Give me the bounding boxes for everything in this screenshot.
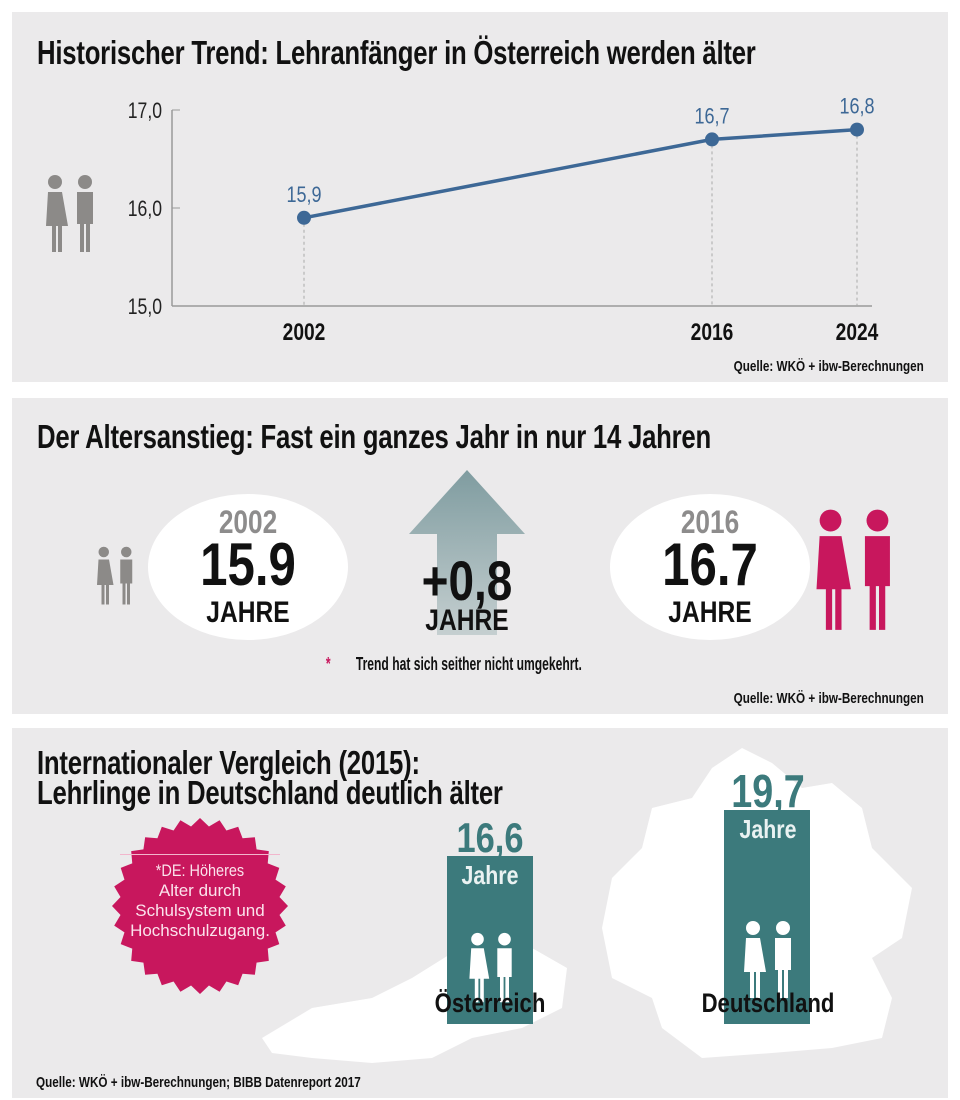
y-tick-label: 15,0 xyxy=(128,295,162,319)
germany-bar xyxy=(724,810,810,1024)
badge-line-3: Schulsystem und xyxy=(135,901,265,920)
trend-line xyxy=(303,127,858,220)
austria-bar xyxy=(447,856,533,1024)
comparison-panel: Internationaler Vergleich (2015): Lehrli… xyxy=(12,728,948,1098)
comparison-title-1: Internationaler Vergleich (2015): xyxy=(37,744,420,781)
trend-title: Historischer Trend: Lehranfänger in Öste… xyxy=(37,34,756,71)
year-2002: 2002 xyxy=(218,504,278,540)
increase-unit: JAHRE xyxy=(425,604,509,637)
data-point xyxy=(297,210,311,225)
line-chart: 17,0 16,0 15,0 15,9 2002 16,7 2016 16,8 2024 xyxy=(128,95,879,346)
germany-label: Deutschland xyxy=(701,988,835,1018)
data-label: 16,7 xyxy=(694,105,729,129)
data-point xyxy=(705,132,719,147)
badge-burst-shape xyxy=(112,818,288,994)
unit-2016: JAHRE xyxy=(668,596,752,629)
people-pink-icon xyxy=(796,508,912,633)
x-tick-label: 2016 xyxy=(691,318,734,346)
data-point xyxy=(850,122,864,137)
increase-title: Der Altersanstieg: Fast ein ganzes Jahr … xyxy=(37,418,712,455)
y-tick-label: 16,0 xyxy=(128,197,162,221)
ellipse-2016 xyxy=(610,494,810,640)
footnote: * Trend hat sich seither nicht umgekehrt. xyxy=(325,654,582,674)
x-tick-label: 2024 xyxy=(836,318,879,346)
value-2002: 15.9 xyxy=(200,531,296,598)
badge-line-2: Alter durch xyxy=(158,881,242,900)
increase-panel: Der Altersanstieg: Fast ein ganzes Jahr … xyxy=(12,398,948,714)
value-2016: 16.7 xyxy=(662,531,758,598)
germany-unit: Jahre xyxy=(739,814,797,844)
germany-value: 19,7 xyxy=(731,765,805,817)
austria-label: Österreich xyxy=(434,988,546,1018)
note-badge xyxy=(112,818,288,994)
trend-panel: Historischer Trend: Lehranfänger in Öste… xyxy=(12,12,948,382)
austria-unit: Jahre xyxy=(461,860,519,890)
comparison-source: Quelle: WKÖ + ibw-Berechnungen; BIBB Dat… xyxy=(36,1074,361,1091)
badge-line-1: *DE: Höheres xyxy=(155,861,245,880)
unit-2002: JAHRE xyxy=(206,596,290,629)
austria-value: 16,6 xyxy=(456,814,524,861)
people-small-icon xyxy=(90,546,140,606)
trend-source: Quelle: WKÖ + ibw-Berechnungen xyxy=(733,358,924,375)
increase-value: +0,8 xyxy=(421,549,513,612)
comparison-title-2: Lehrlinge in Deutschland deutlich älter xyxy=(37,774,503,811)
increase-source: Quelle: WKÖ + ibw-Berechnungen xyxy=(733,690,924,707)
data-label: 15,9 xyxy=(286,183,321,207)
badge-line-4: Hochschulzugang. xyxy=(130,921,270,940)
data-label: 16,8 xyxy=(839,95,874,119)
up-arrow-icon xyxy=(409,470,525,635)
y-tick-label: 17,0 xyxy=(128,99,162,123)
year-2016: 2016 xyxy=(680,504,740,540)
x-tick-label: 2002 xyxy=(283,318,326,346)
ellipse-2002 xyxy=(148,494,348,640)
